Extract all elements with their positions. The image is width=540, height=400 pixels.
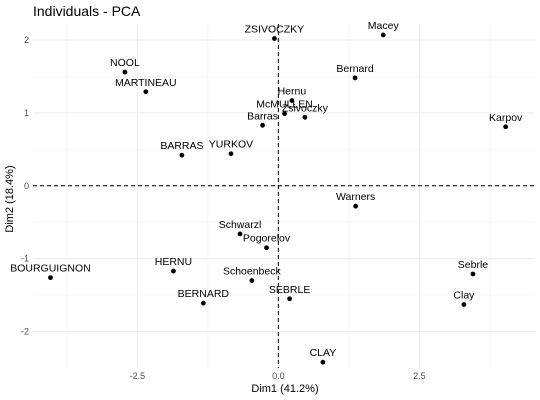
y-tick-label: 1 — [24, 108, 29, 118]
data-point — [352, 75, 358, 81]
point-label: BERNARD — [178, 288, 230, 300]
data-point — [287, 296, 293, 302]
reference-lines — [33, 24, 535, 368]
data-point — [48, 275, 53, 281]
data-point — [289, 98, 295, 103]
point-label: ZSIVOCZKY — [245, 24, 305, 36]
grid — [33, 24, 535, 368]
point-label: Warners — [336, 191, 375, 203]
x-axis-title: Dim1 (41.2%) — [251, 383, 318, 395]
y-tick-label: 2 — [24, 35, 29, 45]
data-point — [461, 302, 467, 307]
data-point — [320, 359, 326, 365]
ticks: -2.5 0.0 2.5 -2 -1 0 1 2 — [21, 35, 426, 381]
y-tick-label: -1 — [21, 254, 29, 264]
data-point — [171, 268, 176, 274]
data-point — [302, 114, 308, 120]
data-point — [260, 122, 265, 128]
point-label: Barras — [247, 110, 278, 122]
point-label: Pogorelov — [243, 233, 291, 245]
point-label: Zsivoczky — [282, 102, 329, 114]
x-tick-label: 2.5 — [413, 371, 426, 381]
data-point — [470, 271, 476, 277]
data-point — [353, 203, 359, 209]
data-point — [237, 231, 243, 237]
point-label: Macey — [368, 20, 400, 32]
point-label: SEBRLE — [269, 284, 310, 296]
data-point — [122, 69, 128, 75]
data-point — [264, 245, 269, 251]
data-point — [503, 124, 509, 130]
data-points: ZSIVOCZKY Macey NOOL Bernard MARTINEAU HernuM… — [10, 20, 523, 365]
point-label: YURKOV — [209, 139, 253, 151]
point-label: Hernu — [278, 86, 307, 98]
point-label: HERNU — [155, 256, 192, 268]
point-label: BARRAS — [160, 140, 203, 152]
point-label: Bernard — [336, 63, 374, 75]
chart-title: Individuals - PCA — [33, 3, 141, 19]
point-label: MARTINEAU — [115, 77, 177, 89]
data-point — [380, 32, 386, 38]
point-label: McMULLEN — [256, 99, 313, 111]
data-point — [200, 300, 206, 306]
point-label: Schwarzl — [219, 219, 262, 231]
y-tick-label: -2 — [21, 327, 29, 337]
data-point — [249, 278, 255, 283]
x-tick-label: 0.0 — [272, 371, 285, 381]
data-point — [228, 151, 234, 157]
point-label: BOURGUIGNON — [10, 263, 91, 275]
x-tick-label: -2.5 — [130, 371, 146, 381]
data-point — [143, 89, 149, 95]
point-label: Sebrle — [458, 259, 489, 271]
point-label: Karpov — [489, 112, 523, 124]
point-label: Clay — [453, 290, 475, 302]
data-point — [179, 152, 185, 158]
data-point — [272, 36, 277, 41]
point-label: NOOL — [110, 57, 140, 69]
y-tick-label: 0 — [24, 181, 29, 191]
point-label: Schoenbeck — [223, 266, 282, 278]
data-point — [282, 111, 287, 117]
point-label: CLAY — [310, 347, 337, 359]
y-axis-title: Dim2 (18.4%) — [4, 165, 16, 232]
